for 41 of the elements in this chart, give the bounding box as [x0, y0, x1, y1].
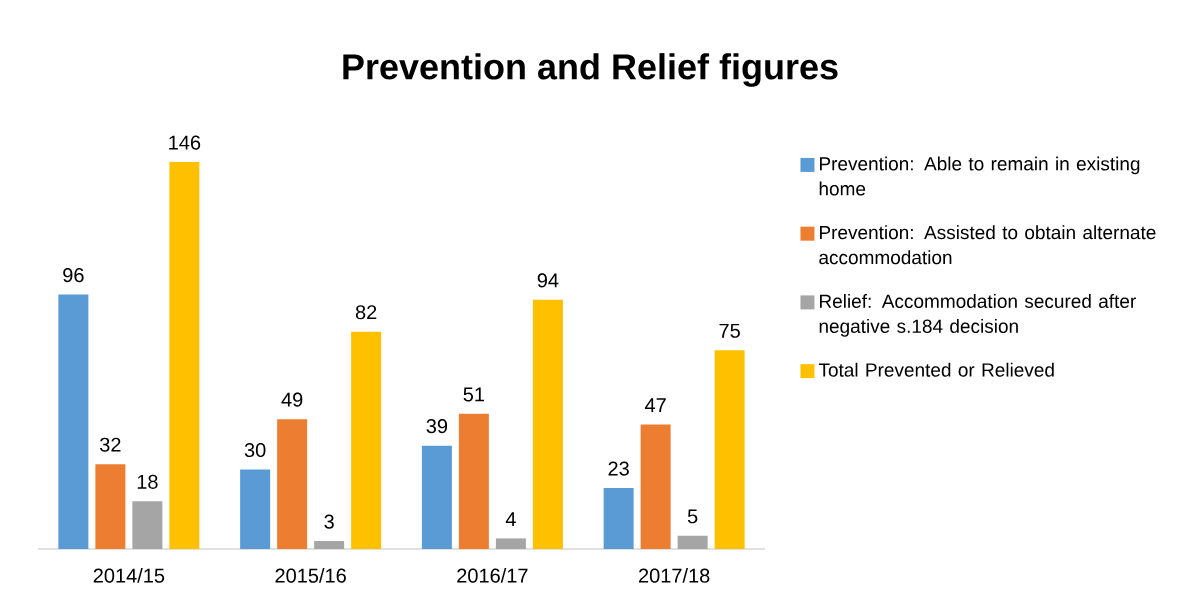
legend-label: Prevention: Assisted to obtain alternate accommodation — [819, 225, 1156, 265]
data-label: 82 — [355, 305, 377, 320]
data-label: 5 — [687, 509, 698, 524]
bar — [495, 538, 526, 549]
data-label: 146 — [169, 135, 201, 150]
data-label: 4 — [505, 512, 516, 527]
bar — [132, 501, 163, 549]
legend-label: Prevention: Able to remain in existing home — [819, 156, 1140, 196]
bar — [95, 464, 126, 549]
bar — [351, 331, 382, 549]
legend-label: Total Prevented or Relieved — [818, 362, 1054, 377]
chart-title: Prevention and Relief figures — [343, 53, 838, 87]
x-tick-label: 2016/17 — [457, 568, 528, 583]
bar — [640, 424, 671, 549]
bar — [532, 299, 563, 549]
data-label: 3 — [324, 514, 334, 529]
bar — [240, 469, 271, 549]
data-label: 39 — [426, 419, 448, 434]
data-label: 75 — [719, 323, 740, 338]
data-label: 51 — [463, 387, 485, 402]
data-label: 47 — [644, 398, 666, 413]
x-tick-label: 2014/15 — [93, 568, 165, 583]
bar — [58, 294, 89, 549]
data-label: 94 — [537, 273, 559, 288]
bar — [421, 445, 452, 549]
legend-label: Relief: Accommodation secured after negative s.184 decision — [819, 294, 1136, 337]
x-tick-label: 2015/16 — [275, 568, 346, 583]
data-label: 32 — [100, 437, 121, 452]
bar — [169, 162, 200, 549]
bar — [603, 488, 634, 549]
bar — [314, 541, 345, 549]
bar — [714, 350, 745, 549]
data-label: 96 — [63, 268, 84, 283]
data-label: 23 — [608, 461, 629, 476]
data-label: 49 — [281, 392, 303, 407]
bar — [458, 413, 489, 549]
x-tick-label: 2017/18 — [638, 568, 710, 583]
data-label: 18 — [137, 474, 158, 489]
bar — [277, 419, 308, 549]
bar — [677, 535, 708, 549]
data-label: 30 — [244, 442, 266, 458]
